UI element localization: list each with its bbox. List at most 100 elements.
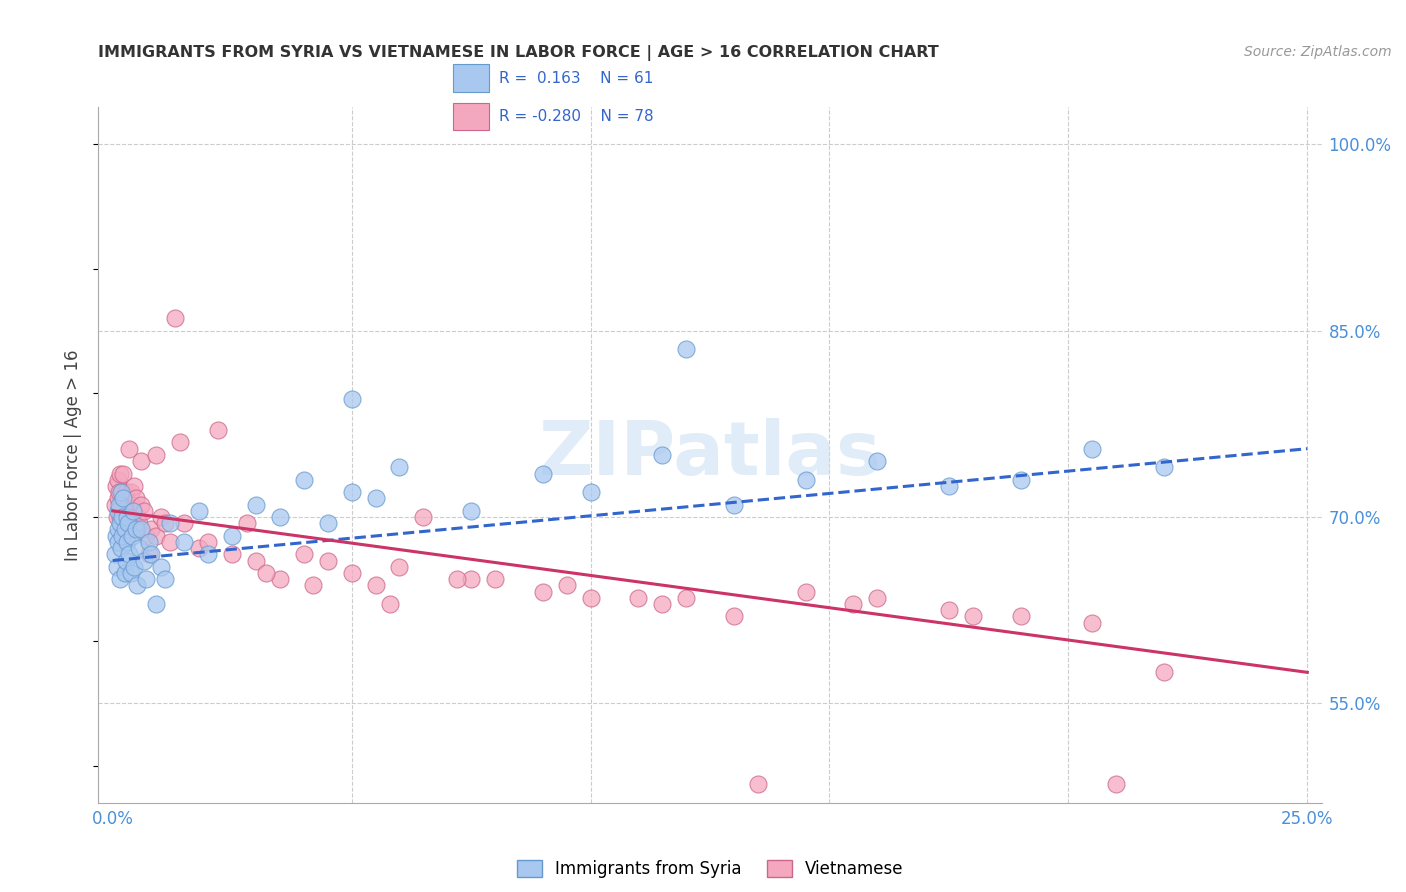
Point bbox=[235, 516, 257, 531]
Point bbox=[866, 454, 889, 468]
Point bbox=[163, 311, 186, 326]
Point bbox=[173, 535, 195, 549]
Point bbox=[159, 516, 181, 531]
Point bbox=[531, 584, 554, 599]
Point bbox=[121, 498, 143, 512]
Point bbox=[1081, 442, 1104, 456]
Point bbox=[723, 498, 745, 512]
Point bbox=[388, 460, 411, 475]
Text: R =  0.163    N = 61: R = 0.163 N = 61 bbox=[499, 70, 654, 86]
Point bbox=[105, 559, 128, 574]
Point bbox=[723, 609, 745, 624]
Point bbox=[108, 467, 131, 481]
Point bbox=[139, 523, 162, 537]
Point bbox=[747, 777, 769, 791]
Point bbox=[111, 504, 134, 518]
Point bbox=[114, 529, 136, 543]
Point bbox=[651, 597, 673, 611]
Point bbox=[110, 485, 132, 500]
Point bbox=[364, 491, 387, 506]
Point bbox=[1153, 665, 1175, 680]
Point bbox=[105, 529, 128, 543]
Point bbox=[107, 535, 129, 549]
Point bbox=[842, 597, 865, 611]
Point bbox=[138, 535, 160, 549]
Point bbox=[460, 572, 482, 586]
Point bbox=[962, 609, 984, 624]
Point bbox=[112, 467, 135, 481]
Point bbox=[120, 485, 142, 500]
Point bbox=[138, 547, 160, 561]
Text: IMMIGRANTS FROM SYRIA VS VIETNAMESE IN LABOR FORCE | AGE > 16 CORRELATION CHART: IMMIGRANTS FROM SYRIA VS VIETNAMESE IN L… bbox=[98, 45, 939, 61]
Point bbox=[115, 535, 138, 549]
Point bbox=[121, 504, 143, 518]
Point bbox=[122, 559, 145, 574]
Point bbox=[794, 473, 817, 487]
Point bbox=[112, 491, 135, 506]
Point bbox=[117, 516, 139, 531]
Text: R = -0.280    N = 78: R = -0.280 N = 78 bbox=[499, 109, 654, 124]
Legend: Immigrants from Syria, Vietnamese: Immigrants from Syria, Vietnamese bbox=[510, 854, 910, 885]
Point bbox=[107, 523, 129, 537]
Point bbox=[1153, 460, 1175, 475]
Y-axis label: In Labor Force | Age > 16: In Labor Force | Age > 16 bbox=[65, 349, 83, 561]
Point bbox=[114, 523, 136, 537]
Point bbox=[107, 504, 129, 518]
Point bbox=[484, 572, 506, 586]
Point bbox=[105, 510, 128, 524]
Point bbox=[135, 529, 157, 543]
Point bbox=[132, 553, 155, 567]
Point bbox=[197, 547, 219, 561]
Point bbox=[254, 566, 277, 580]
Point bbox=[555, 578, 578, 592]
Point bbox=[104, 498, 127, 512]
Point bbox=[221, 547, 243, 561]
Point bbox=[316, 516, 339, 531]
Point bbox=[197, 535, 219, 549]
Point bbox=[132, 504, 155, 518]
Point bbox=[115, 510, 138, 524]
Point bbox=[139, 547, 162, 561]
Point bbox=[187, 541, 209, 555]
Point bbox=[155, 516, 177, 531]
Point bbox=[118, 547, 141, 561]
Point bbox=[128, 541, 150, 555]
Point bbox=[145, 529, 167, 543]
Point bbox=[221, 529, 243, 543]
Point bbox=[292, 547, 315, 561]
Point bbox=[675, 591, 697, 605]
Point bbox=[104, 547, 127, 561]
Point bbox=[245, 498, 267, 512]
Point bbox=[446, 572, 468, 586]
Point bbox=[125, 523, 148, 537]
Point bbox=[155, 572, 177, 586]
Point bbox=[121, 510, 143, 524]
Point bbox=[531, 467, 554, 481]
Point bbox=[115, 523, 138, 537]
Point bbox=[938, 603, 960, 617]
Point bbox=[579, 591, 602, 605]
Point bbox=[1010, 473, 1032, 487]
Point bbox=[131, 454, 153, 468]
Point bbox=[110, 498, 132, 512]
Point bbox=[675, 343, 697, 357]
Point bbox=[340, 392, 363, 406]
Point bbox=[340, 566, 363, 580]
Point bbox=[108, 516, 131, 531]
Point bbox=[125, 510, 148, 524]
Point bbox=[108, 498, 131, 512]
Point bbox=[131, 523, 153, 537]
Point bbox=[627, 591, 650, 605]
Point bbox=[207, 423, 229, 437]
Bar bbox=[453, 103, 489, 130]
Point bbox=[121, 529, 143, 543]
Point bbox=[149, 559, 172, 574]
Point bbox=[579, 485, 602, 500]
Point bbox=[111, 510, 134, 524]
Point bbox=[316, 553, 339, 567]
Text: ZIPatlas: ZIPatlas bbox=[538, 418, 882, 491]
Point bbox=[245, 553, 267, 567]
Point bbox=[269, 510, 291, 524]
Point bbox=[107, 491, 129, 506]
Point bbox=[117, 498, 139, 512]
